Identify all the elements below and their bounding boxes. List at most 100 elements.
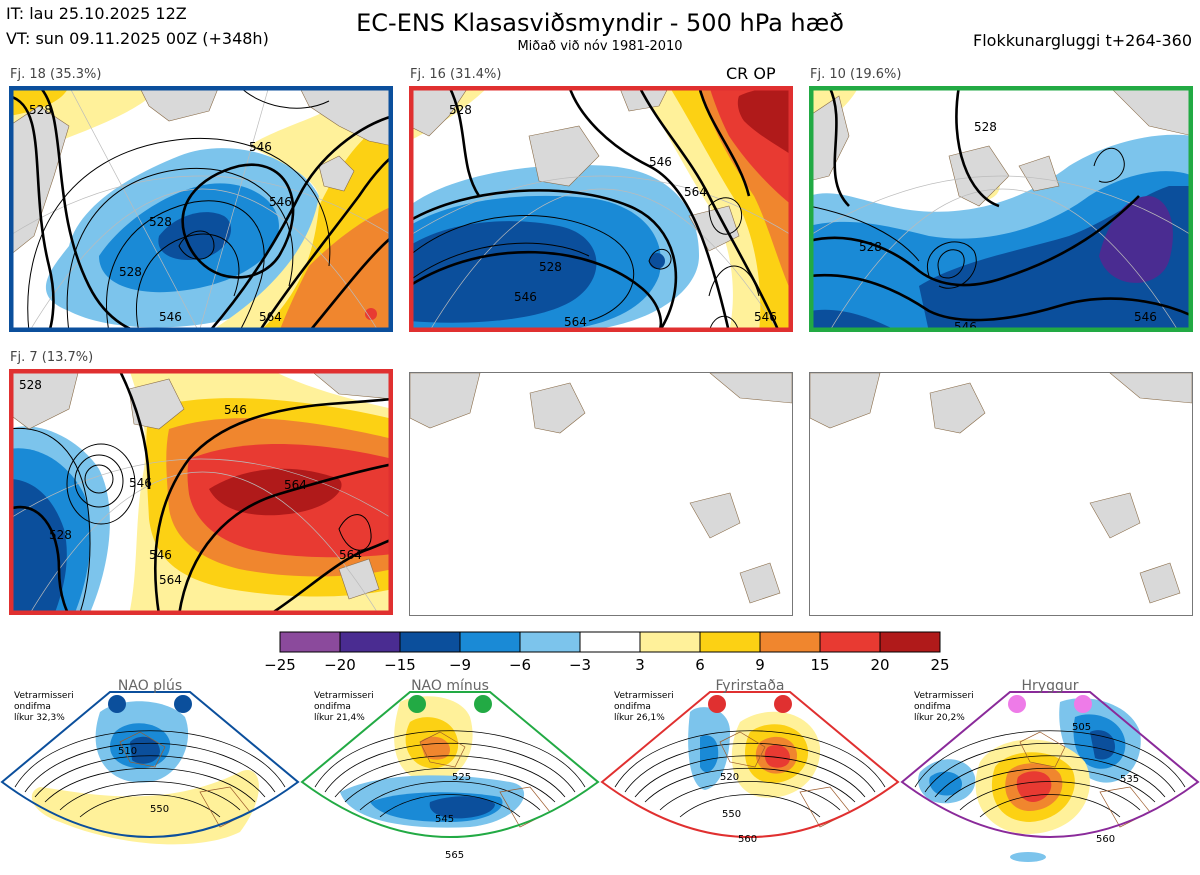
colorbar-tick-label: −9 bbox=[449, 656, 471, 674]
colorbar-tick-label: 15 bbox=[810, 656, 829, 674]
regime-note: líkur 20,2% bbox=[914, 713, 965, 723]
regime-contour-label: 560 bbox=[1096, 834, 1115, 845]
regime-contour-label: 520 bbox=[720, 772, 739, 783]
contour-label: 528 bbox=[974, 120, 997, 134]
regime-ridge: 505 535 560 bbox=[900, 691, 1200, 862]
contour-label: 546 bbox=[649, 155, 672, 169]
regime-contour-label: 505 bbox=[1072, 722, 1091, 733]
contour-label: 564 bbox=[684, 185, 707, 199]
regime-note: ondifma bbox=[914, 702, 951, 712]
cluster-map-2: 528 546 564 528 546 564 546 bbox=[409, 86, 793, 332]
colorbar-tick-label: −3 bbox=[569, 656, 591, 674]
panel-label-2: Fj. 16 (31.4%) bbox=[410, 67, 502, 82]
contour-label: 546 bbox=[159, 310, 182, 324]
regime-title: NAO mínus bbox=[411, 678, 489, 694]
colorbar: −25 −20 −15 −9 −6 −3 3 6 9 15 20 25 bbox=[0, 620, 1200, 676]
regime-note: líkur 21,4% bbox=[314, 713, 365, 723]
contour-label: 528 bbox=[859, 240, 882, 254]
regime-contour-label: 550 bbox=[150, 804, 169, 815]
colorbar-swatch bbox=[879, 631, 941, 653]
colorbar-tick-label: 9 bbox=[755, 656, 765, 674]
contour-label: 546 bbox=[754, 310, 777, 324]
empty-map-5 bbox=[409, 372, 793, 616]
regime-note: Vetrarmisseri bbox=[314, 691, 374, 701]
colorbar-swatch bbox=[819, 631, 881, 653]
regime-nao-plus: 510 550 bbox=[0, 691, 300, 845]
regime-note: líkur 32,3% bbox=[14, 713, 65, 723]
contour-label: 546 bbox=[1134, 310, 1157, 324]
regime-marker-dot bbox=[174, 695, 192, 713]
contour-label: 546 bbox=[224, 403, 247, 417]
colorbar-tick-label: 20 bbox=[870, 656, 889, 674]
colorbar-swatch bbox=[579, 631, 641, 653]
regime-contour-label: 525 bbox=[452, 772, 471, 783]
colorbar-tick-label: −20 bbox=[324, 656, 356, 674]
regime-note: ondifma bbox=[314, 702, 351, 712]
contour-label: 528 bbox=[449, 103, 472, 117]
regime-marker-dot bbox=[408, 695, 426, 713]
regime-panels: 510 550 525 545 565 bbox=[0, 672, 1200, 871]
cluster-frame bbox=[9, 369, 393, 615]
colorbar-swatch bbox=[639, 631, 701, 653]
regime-note: ondifma bbox=[614, 702, 651, 712]
regime-contour-label: 545 bbox=[435, 814, 454, 825]
colorbar-tick-label: 3 bbox=[635, 656, 645, 674]
regime-title: Fyrirstaða bbox=[716, 678, 785, 694]
regime-contour-label: 565 bbox=[445, 850, 464, 861]
colorbar-tick-label: 6 bbox=[695, 656, 705, 674]
chart-title: EC-ENS Klasasviðsmyndir - 500 hPa hæð bbox=[356, 9, 844, 37]
colorbar-tick-label: −15 bbox=[384, 656, 416, 674]
cluster-map-3: 528 528 546 546 bbox=[809, 86, 1193, 332]
contour-label: 528 bbox=[49, 528, 72, 542]
contour-label: 546 bbox=[249, 140, 272, 154]
colorbar-tick-label: −6 bbox=[509, 656, 531, 674]
regime-marker-dot bbox=[1074, 695, 1092, 713]
regime-marker-dot bbox=[474, 695, 492, 713]
regime-blocking: 520 550 560 bbox=[600, 691, 900, 845]
contour-label: 564 bbox=[564, 315, 587, 329]
contour-label: 528 bbox=[119, 265, 142, 279]
cluster-frame bbox=[409, 86, 793, 332]
valid-time: VT: sun 09.11.2025 00Z (+348h) bbox=[6, 29, 269, 48]
cluster-frame bbox=[809, 86, 1193, 332]
regime-contour-label: 510 bbox=[118, 746, 137, 757]
panel-label-3: Fj. 10 (19.6%) bbox=[810, 67, 902, 82]
chart-subtitle: Miðað við nóv 1981-2010 bbox=[517, 39, 683, 54]
cluster-map-1: 528 546 528 546 528 546 564 bbox=[9, 86, 393, 332]
contour-label: 528 bbox=[19, 378, 42, 392]
regime-note: Vetrarmisseri bbox=[614, 691, 674, 701]
colorbar-tick-label: 25 bbox=[930, 656, 949, 674]
contour-label: 546 bbox=[149, 548, 172, 562]
cluster-frame bbox=[9, 86, 393, 332]
regime-note: Vetrarmisseri bbox=[14, 691, 74, 701]
regime-note: líkur 26,1% bbox=[614, 713, 665, 723]
contour-label: 564 bbox=[339, 548, 362, 562]
regime-contour-label: 560 bbox=[738, 834, 757, 845]
regime-contour-label: 550 bbox=[722, 809, 741, 820]
issue-time: IT: lau 25.10.2025 12Z bbox=[6, 4, 187, 23]
regime-title: NAO plús bbox=[118, 678, 182, 694]
contour-label: 546 bbox=[129, 476, 152, 490]
regime-marker-dot bbox=[774, 695, 792, 713]
colorbar-swatch bbox=[399, 631, 461, 653]
empty-map-6 bbox=[809, 372, 1193, 616]
regime-nao-minus: 525 545 565 bbox=[300, 691, 600, 861]
regime-note: ondifma bbox=[14, 702, 51, 712]
colorbar-swatch bbox=[519, 631, 581, 653]
contour-label: 528 bbox=[29, 103, 52, 117]
contour-label: 546 bbox=[269, 195, 292, 209]
colorbar-swatch bbox=[459, 631, 521, 653]
colorbar-swatch bbox=[759, 631, 821, 653]
control-run-tag: CR OP bbox=[726, 64, 776, 83]
classification-window: Flokkunargluggi t+264-360 bbox=[973, 31, 1192, 50]
contour-label: 564 bbox=[284, 478, 307, 492]
colorbar-tick-label: −25 bbox=[264, 656, 296, 674]
panel-label-1: Fj. 18 (35.3%) bbox=[10, 67, 102, 82]
panel-label-4: Fj. 7 (13.7%) bbox=[10, 350, 94, 365]
cluster-map-4: 528 528 546 546 564 564 546 564 bbox=[9, 369, 393, 615]
contour-label: 528 bbox=[149, 215, 172, 229]
regime-marker-dot bbox=[708, 695, 726, 713]
regime-marker-dot bbox=[1008, 695, 1026, 713]
regime-marker-dot bbox=[108, 695, 126, 713]
contour-label: 564 bbox=[159, 573, 182, 587]
